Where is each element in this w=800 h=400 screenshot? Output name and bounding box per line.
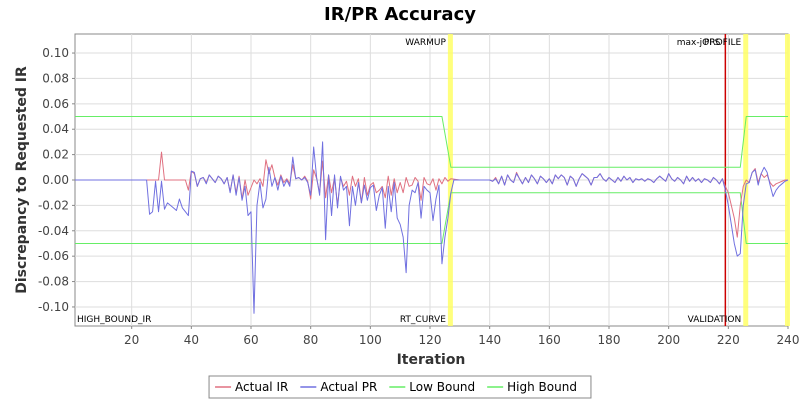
marker-label: max-jOPS: [677, 38, 721, 48]
x-tick-label: 120: [419, 333, 442, 347]
legend-item-label: High Bound: [507, 380, 577, 394]
x-tick-label: 80: [303, 333, 318, 347]
x-tick-label: 40: [184, 333, 199, 347]
marker-band: [447, 34, 453, 326]
x-tick-label: 140: [478, 333, 501, 347]
x-tick-label: 200: [657, 333, 680, 347]
corner-label: HIGH_BOUND_IR: [77, 315, 151, 325]
x-axis-label: Iteration: [397, 352, 466, 368]
legend-item-label: Low Bound: [409, 380, 475, 394]
marker-label: WARMUP: [405, 38, 446, 48]
series-line-high-bound: [75, 116, 788, 168]
y-tick-label: -0.04: [38, 224, 69, 238]
y-tick-label: -0.06: [38, 249, 69, 263]
y-tick-label: 0.08: [42, 71, 69, 85]
legend-item-label: Actual PR: [320, 380, 377, 394]
chart-title: IR/PR Accuracy: [324, 4, 476, 25]
series-line-low-bound: [75, 192, 788, 244]
grid: [75, 34, 789, 326]
y-tick-label: -0.08: [38, 275, 69, 289]
y-tick-label: -0.02: [38, 198, 69, 212]
x-tick-label: 180: [598, 333, 621, 347]
y-axis-ticks: 0.10 0.08 0.06 0.04 0.02 0.00 -0.02 -0.04 -0.06 -…: [38, 46, 75, 314]
legend: Actual IR Actual PR Low Bound High Bound: [208, 375, 592, 399]
x-tick-label: 160: [538, 333, 561, 347]
x-tick-label: 100: [359, 333, 382, 347]
y-tick-label: 0.06: [42, 97, 69, 111]
x-axis-ticks: 20 40 60 80 100 120 140 160 180 200 220 240: [124, 326, 799, 347]
series-lines: [75, 116, 789, 314]
x-tick-label: 60: [243, 333, 258, 347]
series-line-actual-pr: [75, 141, 789, 314]
y-axis-label: Discrepancy to Requested IR: [14, 66, 30, 294]
marker-label: RT_CURVE: [400, 315, 446, 325]
x-tick-label: 20: [124, 333, 139, 347]
x-tick-label: 220: [717, 333, 740, 347]
y-tick-label: -0.10: [38, 300, 69, 314]
x-tick-label: 240: [777, 333, 800, 347]
y-tick-label: 0.04: [42, 122, 69, 136]
marker-label: VALIDATION: [688, 315, 742, 325]
y-tick-label: 0.02: [42, 148, 69, 162]
legend-item-label: Actual IR: [235, 380, 288, 394]
y-tick-label: 0.10: [42, 46, 69, 60]
marker-label: PROFILE: [704, 38, 742, 48]
y-tick-label: 0.00: [42, 173, 69, 187]
